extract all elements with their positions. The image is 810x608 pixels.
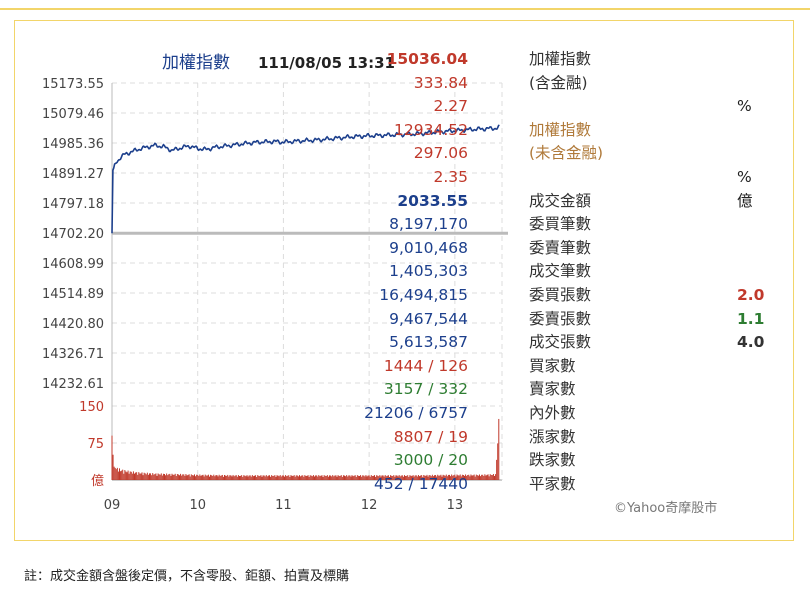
stat-value: 5,613,587 [389,333,468,352]
stat-label: 成交筆數 [529,262,592,281]
stat-label: 成交張數 [529,333,592,352]
y-tick-label: 15173.55 [42,77,104,92]
stat-value: 1444 / 126 [383,356,468,375]
stat-label: 委買筆數 [529,215,592,234]
y-tick-label: 14514.89 [42,287,104,302]
y-axis-ticks: 15173.55 15079.46 14985.36 14891.27 14797.18… [42,77,104,392]
stat-label: 加權指數 [529,120,592,139]
index-chart: 加權指數 111/08/05 13:31 15173.55 15079.46 149… [42,53,508,513]
stat-label: (未含金融) [529,144,604,163]
stat-value: 12934.52 [394,120,468,139]
stat-label: 加權指數 [529,50,592,68]
stat-label: 內外數 [529,404,576,422]
volume-bars [111,418,500,480]
stat-extra: 4.0 [737,333,765,352]
stat-label: (含金融) [529,73,588,92]
stat-extra: % [737,97,752,116]
footnote: 註：成交金額含盤後定價，不含零股、鉅額、拍賣及標購 [24,569,350,584]
stat-label: 委賣張數 [529,309,592,328]
stat-value: 297.06 [413,144,468,163]
y-tick-label: 14232.61 [42,377,104,392]
chart-title: 加權指數 [162,53,230,73]
yahoo-credit: ©Yahoo奇摩股市 [614,501,718,516]
y-tick-label: 14702.20 [42,227,104,242]
stat-value: 3157 / 332 [383,380,468,399]
y-tick-label: 14326.71 [42,347,104,362]
stat-value: 8,197,170 [389,215,468,234]
stat-value: 16,494,815 [379,286,468,304]
stat-value: 8807 / 19 [393,427,468,446]
stat-extra: 1.1 [737,309,765,328]
stat-extra: % [737,168,752,186]
volume-tick-label: 150 [79,400,104,415]
index-line [111,124,500,234]
volume-tick-label: 億 [91,473,104,489]
y-tick-label: 14420.80 [42,317,104,332]
y-tick-label: 15079.46 [42,107,104,122]
volume-axis-ticks: 150 75 億 [79,400,104,489]
stat-value: 2033.55 [397,191,468,210]
stat-label: 買家數 [529,356,576,375]
stat-value: 9,010,468 [389,238,468,257]
y-tick-label: 14891.27 [42,167,104,182]
x-tick-label: 12 [361,498,378,513]
y-tick-label: 14797.18 [42,197,104,212]
y-tick-label: 14608.99 [42,257,104,272]
stat-label: 成交金額 [529,191,592,210]
stat-value: 15036.04 [386,50,468,68]
stat-value: 1,405,303 [389,262,468,281]
x-axis-ticks: 09 10 11 12 13 [104,498,463,513]
stat-extra: 億 [737,191,753,210]
stat-value: 452 / 17440 [374,474,468,493]
stat-label: 賣家數 [529,380,576,399]
stat-label: 平家數 [529,474,576,493]
stat-label: 委買張數 [529,286,592,304]
stat-label: 委賣筆數 [529,238,592,257]
volume-tick-label: 75 [87,437,104,452]
top-accent-line [0,8,810,10]
x-tick-label: 13 [447,498,464,513]
stat-label: 跌家數 [529,451,576,470]
stat-value: 333.84 [413,73,468,92]
y-tick-label: 14985.36 [42,137,104,152]
x-tick-label: 10 [189,498,206,513]
x-tick-label: 09 [104,498,121,513]
x-tick-label: 11 [275,498,292,513]
stat-label: 漲家數 [529,427,576,446]
stat-value: 3000 / 20 [393,451,468,470]
stat-value: 2.35 [433,168,468,186]
stat-value: 21206 / 6757 [364,404,468,422]
index-series-line [111,124,500,234]
stat-value: 9,467,544 [389,309,468,328]
chart-timestamp: 111/08/05 13:31 [258,54,395,72]
chart-panel [14,20,794,541]
stat-value: 2.27 [433,97,468,116]
stat-extra: 2.0 [737,286,765,304]
